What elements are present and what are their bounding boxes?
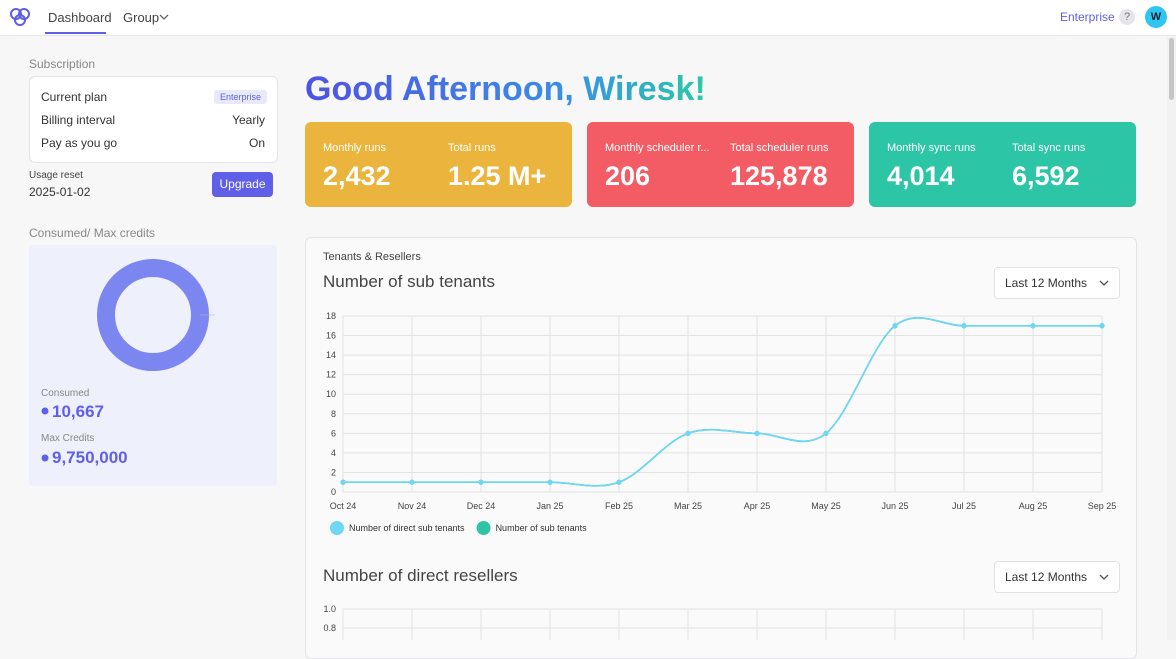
- data-point: [547, 479, 553, 485]
- x-tick-label: Aug 25: [1019, 501, 1048, 511]
- legend-swatch: [476, 521, 491, 535]
- x-tick-label: Mar 25: [674, 501, 702, 511]
- row-value: Yearly: [232, 113, 265, 127]
- x-tick-label: Apr 25: [744, 501, 771, 511]
- data-point: [1030, 323, 1036, 329]
- stat-value: 125,878: [730, 161, 828, 191]
- row-value: On: [248, 136, 265, 150]
- y-tick-label: 0: [331, 487, 336, 497]
- stat-label: Monthly sync runs: [887, 142, 976, 154]
- help-button[interactable]: ?: [1119, 9, 1135, 25]
- charts: 0 2 4 6 8 10 12 14 16 18 Oct 24 Nov 24 Dec 24 Jan 25 F…: [323, 311, 1117, 640]
- x-tick-label: Sep 25: [1088, 501, 1117, 511]
- logo[interactable]: [8, 7, 32, 27]
- nav-group[interactable]: Group: [123, 10, 160, 25]
- x-tick-label: Dec 24: [467, 501, 496, 511]
- scrollbar: [1167, 36, 1176, 640]
- data-point: [478, 479, 484, 485]
- data-point: [961, 323, 967, 329]
- stat-value: 206: [605, 161, 651, 191]
- chevron: [1099, 574, 1109, 580]
- data-point: [409, 479, 415, 485]
- row-label: Pay as you go: [41, 136, 118, 150]
- row-label: Current plan: [41, 90, 108, 104]
- stat-value: 1.25 M+: [448, 161, 547, 191]
- period-dropdown[interactable]: Last 12 Months: [994, 561, 1120, 593]
- data-point: [340, 479, 346, 485]
- y-tick-label: 0.8: [323, 623, 336, 633]
- x-tick-label: Jun 25: [881, 501, 908, 511]
- series-line: [343, 317, 1102, 487]
- stat-value: 6,592: [1012, 161, 1080, 191]
- upgrade-button[interactable]: Upgrade: [212, 172, 273, 197]
- usage-reset-label: Usage reset: [29, 170, 83, 181]
- dropdown-label: Last 12 Months: [1005, 276, 1088, 290]
- legend-swatch: [330, 521, 344, 535]
- chart-title: Number of direct resellers: [323, 566, 518, 585]
- credits-donut: [41, 259, 215, 462]
- avatar[interactable]: W: [1145, 6, 1167, 28]
- greeting: Good Afternoon, Wiresk!: [305, 70, 706, 108]
- y-tick-label: 1.0: [323, 604, 336, 614]
- plan-badge: Enterprise: [214, 90, 268, 104]
- data-point: [1099, 323, 1105, 329]
- y-tick-label: 4: [331, 448, 336, 458]
- dropdown-label: Last 12 Months: [1005, 570, 1088, 584]
- data-point: [892, 323, 898, 329]
- y-tick-label: 6: [331, 428, 336, 438]
- max-value: 9,750,000: [52, 448, 128, 467]
- stat-value: 2,432: [323, 161, 391, 191]
- data-point: [754, 430, 760, 436]
- stat-card: [869, 122, 1136, 207]
- x-tick-label: Feb 25: [605, 501, 633, 511]
- consumed-value: 10,667: [52, 402, 104, 421]
- series-line: [343, 317, 1102, 487]
- usage-reset-date: 2025-01-02: [29, 185, 91, 199]
- top-nav: Dashboard Group Enterprise ? W: [0, 0, 1176, 36]
- y-tick-label: 18: [326, 311, 336, 321]
- max-label: Max Credits: [41, 433, 95, 444]
- y-tick-label: 12: [326, 370, 336, 380]
- scroll-thumb[interactable]: [1169, 38, 1174, 100]
- y-tick-label: 10: [326, 389, 336, 399]
- chart-title: Number of sub tenants: [323, 272, 495, 291]
- x-tick-label: Oct 24: [330, 501, 357, 511]
- chevron: [159, 14, 169, 20]
- y-tick-label: 2: [331, 467, 336, 477]
- x-tick-label: May 25: [811, 501, 841, 511]
- active-underline: [45, 32, 106, 34]
- stat-label: Monthly scheduler r...: [605, 142, 710, 154]
- legend-label: Number of direct sub tenants: [349, 523, 465, 533]
- stat-card: [305, 122, 572, 207]
- stat-card: [587, 122, 854, 207]
- subscription-title: Subscription: [29, 57, 96, 71]
- period-dropdown[interactable]: Last 12 Months: [994, 267, 1120, 299]
- chevron: [1099, 280, 1109, 286]
- stat-label: Total runs: [448, 142, 496, 154]
- y-tick-label: 8: [331, 409, 336, 419]
- y-tick-label: 16: [326, 331, 336, 341]
- plan-link[interactable]: Enterprise: [1060, 10, 1115, 24]
- stat-label: Total sync runs: [1012, 142, 1086, 154]
- stat-value: 4,014: [887, 161, 955, 191]
- row-label: Billing interval: [41, 113, 116, 127]
- stat-label: Monthly runs: [323, 142, 386, 154]
- section-label: Tenants & Resellers: [323, 251, 421, 263]
- data-point: [685, 430, 691, 436]
- consumed-label: Consumed: [41, 388, 90, 399]
- data-point: [616, 479, 622, 485]
- x-tick-label: Jan 25: [536, 501, 563, 511]
- legend-label: Number of sub tenants: [496, 523, 588, 533]
- x-tick-label: Jul 25: [952, 501, 976, 511]
- x-tick-label: Nov 24: [398, 501, 427, 511]
- nav-dashboard[interactable]: Dashboard: [48, 10, 112, 25]
- data-point: [823, 430, 829, 436]
- y-tick-label: 14: [326, 350, 336, 360]
- credits-title: Consumed/ Max credits: [29, 226, 156, 240]
- stat-label: Total scheduler runs: [730, 142, 829, 154]
